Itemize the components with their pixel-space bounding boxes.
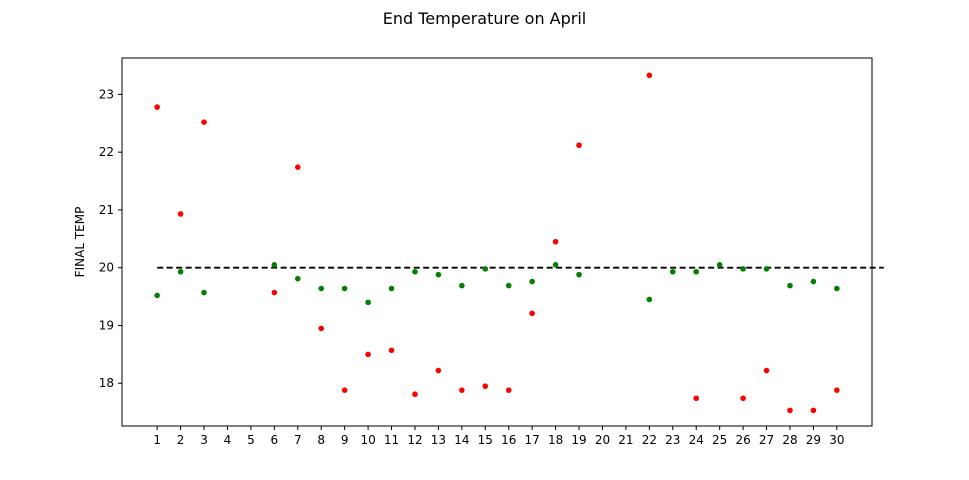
data-point-green: [177, 268, 184, 275]
y-tick-label: 21: [99, 203, 114, 217]
data-point-red: [154, 104, 160, 110]
data-point-red: [365, 351, 371, 358]
data-point-green: [459, 282, 465, 289]
data-points-layer: [154, 72, 840, 414]
x-tick-label: 10: [360, 433, 375, 447]
data-point-green: [529, 278, 535, 285]
data-point-red: [740, 395, 746, 402]
x-tick-label: 5: [247, 433, 255, 447]
x-tick-label: 14: [454, 433, 469, 447]
data-point-green: [646, 296, 653, 303]
data-point-red: [763, 367, 770, 374]
data-point-red: [529, 310, 535, 317]
data-point-green: [201, 289, 207, 296]
x-tick-label: 8: [317, 433, 325, 447]
data-point-green: [388, 285, 395, 292]
data-point-green: [505, 282, 512, 289]
x-tick-label: 17: [525, 433, 540, 447]
data-point-green: [341, 285, 348, 292]
x-tick-label: 7: [294, 433, 302, 447]
data-point-red: [271, 289, 278, 296]
data-point-red: [787, 407, 793, 414]
x-tick-label: 21: [618, 433, 633, 447]
x-tick-label: 30: [829, 433, 844, 447]
data-point-green: [294, 275, 301, 282]
x-tick-label: 29: [806, 433, 821, 447]
x-tick-label: 16: [501, 433, 516, 447]
data-point-green: [763, 266, 770, 272]
data-point-green: [693, 268, 700, 275]
x-tick-label: 15: [478, 433, 493, 447]
data-point-green: [716, 262, 723, 268]
x-tick-label: 2: [177, 433, 185, 447]
y-axis: 18 19 20 21 22 23: [99, 87, 122, 390]
x-tick-label: 1: [153, 433, 161, 447]
x-tick-label: 12: [407, 433, 422, 447]
data-point-red: [482, 383, 489, 389]
data-point-green: [810, 278, 817, 285]
y-axis-label: FINAL TEMP: [73, 207, 87, 278]
data-point-red: [318, 325, 325, 332]
data-point-red: [552, 238, 559, 245]
data-point-red: [412, 391, 418, 398]
y-tick-label: 18: [99, 376, 114, 390]
data-point-green: [435, 271, 442, 278]
x-tick-label: 22: [642, 433, 657, 447]
chart-title: End Temperature on April: [383, 9, 587, 28]
x-tick-label: 4: [224, 433, 232, 447]
plot-area: [121, 57, 873, 427]
x-tick-label: 25: [712, 433, 727, 447]
x-tick-label: 11: [384, 433, 399, 447]
data-point-red: [576, 142, 582, 149]
x-tick-label: 19: [571, 433, 586, 447]
data-point-green: [412, 268, 418, 275]
y-tick-label: 19: [99, 318, 114, 332]
x-tick-label: 18: [548, 433, 563, 447]
data-point-green: [669, 268, 676, 275]
x-tick-label: 13: [431, 433, 446, 447]
data-point-red: [646, 72, 653, 79]
data-point-red: [177, 211, 184, 217]
x-tick-label: 3: [200, 433, 208, 447]
data-point-green: [576, 271, 582, 278]
x-tick-label: 26: [735, 433, 750, 447]
data-point-red: [693, 395, 700, 402]
x-tick-label: 27: [759, 433, 774, 447]
data-point-red: [341, 387, 348, 393]
data-point-red: [834, 387, 840, 393]
x-axis: 1 2 3 4 5 6 7 8 9 10 11 12 13 14 15 16 17 18 19 20 21 22 23 24 2…: [153, 426, 844, 447]
x-tick-label: 20: [595, 433, 610, 447]
x-tick-label: 23: [665, 433, 680, 447]
data-point-red: [435, 367, 442, 374]
data-point-red: [201, 119, 207, 125]
data-point-green: [271, 262, 278, 268]
y-tick-label: 22: [99, 145, 114, 159]
data-point-red: [294, 164, 301, 170]
x-tick-label: 6: [271, 433, 279, 447]
data-point-green: [787, 282, 793, 289]
data-point-green: [552, 262, 559, 268]
data-point-green: [482, 266, 489, 272]
data-point-green: [154, 292, 160, 299]
data-point-red: [388, 347, 395, 354]
data-point-red: [810, 407, 817, 414]
x-tick-label: 24: [689, 433, 704, 447]
data-point-green: [318, 285, 325, 292]
plot-frame: [121, 57, 873, 427]
x-tick-label: 9: [341, 433, 349, 447]
data-point-red: [459, 387, 465, 393]
data-point-red: [505, 387, 512, 393]
data-point-green: [834, 285, 840, 292]
x-tick-label: 28: [782, 433, 797, 447]
data-point-green: [740, 266, 746, 272]
y-tick-label: 20: [99, 261, 114, 275]
y-tick-label: 23: [99, 87, 114, 101]
data-point-green: [365, 299, 371, 306]
